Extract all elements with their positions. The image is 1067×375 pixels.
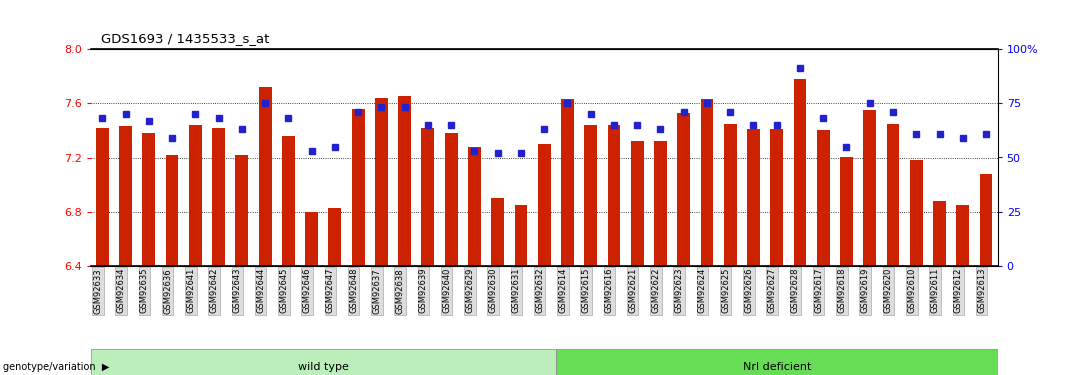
Text: GSM92630: GSM92630 xyxy=(489,268,497,314)
Bar xyxy=(631,141,643,266)
Bar xyxy=(375,98,387,266)
Bar xyxy=(956,205,969,266)
Text: GSM92634: GSM92634 xyxy=(116,268,126,314)
Bar xyxy=(556,349,998,375)
Text: GSM92645: GSM92645 xyxy=(280,268,288,313)
Bar xyxy=(329,208,341,266)
Bar xyxy=(770,129,783,266)
Text: GSM92646: GSM92646 xyxy=(303,268,312,314)
Bar xyxy=(747,129,760,266)
Bar xyxy=(910,160,923,266)
Bar xyxy=(887,123,899,266)
Text: Nrl deficient: Nrl deficient xyxy=(743,362,811,372)
Text: GSM92618: GSM92618 xyxy=(838,268,846,314)
Text: GSM92613: GSM92613 xyxy=(977,268,986,314)
Text: GSM92629: GSM92629 xyxy=(465,268,475,313)
Bar xyxy=(282,136,294,266)
Bar xyxy=(91,349,556,375)
Text: GSM92624: GSM92624 xyxy=(698,268,707,313)
Text: GSM92635: GSM92635 xyxy=(140,268,148,314)
Text: GSM92626: GSM92626 xyxy=(745,268,753,314)
Bar xyxy=(538,144,551,266)
Bar xyxy=(980,174,992,266)
Text: GSM92610: GSM92610 xyxy=(907,268,917,313)
Text: GSM92647: GSM92647 xyxy=(325,268,335,314)
Bar xyxy=(212,128,225,266)
Text: GSM92612: GSM92612 xyxy=(954,268,962,313)
Bar xyxy=(445,133,458,266)
Bar xyxy=(189,125,202,266)
Bar xyxy=(817,130,830,266)
Text: GSM92644: GSM92644 xyxy=(256,268,265,313)
Bar xyxy=(723,123,736,266)
Bar xyxy=(840,158,853,266)
Text: GSM92636: GSM92636 xyxy=(163,268,172,314)
Text: GSM92622: GSM92622 xyxy=(652,268,660,313)
Text: GSM92614: GSM92614 xyxy=(558,268,568,313)
Text: GSM92621: GSM92621 xyxy=(628,268,637,313)
Bar xyxy=(678,112,690,266)
Text: GSM92642: GSM92642 xyxy=(209,268,219,313)
Bar xyxy=(468,147,481,266)
Text: GSM92611: GSM92611 xyxy=(930,268,940,313)
Text: GSM92633: GSM92633 xyxy=(93,268,102,314)
Text: GSM92637: GSM92637 xyxy=(372,268,381,314)
Text: GDS1693 / 1435533_s_at: GDS1693 / 1435533_s_at xyxy=(101,32,270,45)
Text: GSM92639: GSM92639 xyxy=(419,268,428,314)
Bar xyxy=(607,125,620,266)
Bar xyxy=(120,126,132,266)
Bar xyxy=(142,133,155,266)
Text: GSM92619: GSM92619 xyxy=(861,268,870,313)
Bar xyxy=(585,125,598,266)
Text: GSM92641: GSM92641 xyxy=(187,268,195,313)
Text: GSM92616: GSM92616 xyxy=(605,268,614,314)
Text: GSM92617: GSM92617 xyxy=(814,268,824,314)
Bar xyxy=(561,99,574,266)
Text: GSM92615: GSM92615 xyxy=(582,268,591,313)
Bar xyxy=(258,87,271,266)
Bar xyxy=(352,109,365,266)
Text: GSM92623: GSM92623 xyxy=(674,268,684,314)
Bar xyxy=(794,79,807,266)
Bar xyxy=(654,141,667,266)
Text: GSM92627: GSM92627 xyxy=(768,268,777,314)
Bar xyxy=(165,155,178,266)
Text: GSM92632: GSM92632 xyxy=(536,268,544,314)
Text: GSM92631: GSM92631 xyxy=(512,268,521,314)
Text: GSM92628: GSM92628 xyxy=(791,268,800,314)
Bar xyxy=(701,99,714,266)
Text: GSM92640: GSM92640 xyxy=(442,268,451,313)
Text: GSM92620: GSM92620 xyxy=(883,268,893,313)
Bar xyxy=(236,155,249,266)
Text: GSM92648: GSM92648 xyxy=(349,268,359,314)
Text: wild type: wild type xyxy=(298,362,349,372)
Bar xyxy=(514,205,527,266)
Bar xyxy=(96,128,109,266)
Bar xyxy=(398,96,411,266)
Text: GSM92625: GSM92625 xyxy=(721,268,730,313)
Bar xyxy=(305,212,318,266)
Bar xyxy=(934,201,946,266)
Text: GSM92643: GSM92643 xyxy=(233,268,242,314)
Bar xyxy=(491,198,504,266)
Bar xyxy=(863,110,876,266)
Text: genotype/variation  ▶: genotype/variation ▶ xyxy=(3,362,110,372)
Bar xyxy=(421,128,434,266)
Text: GSM92638: GSM92638 xyxy=(396,268,404,314)
